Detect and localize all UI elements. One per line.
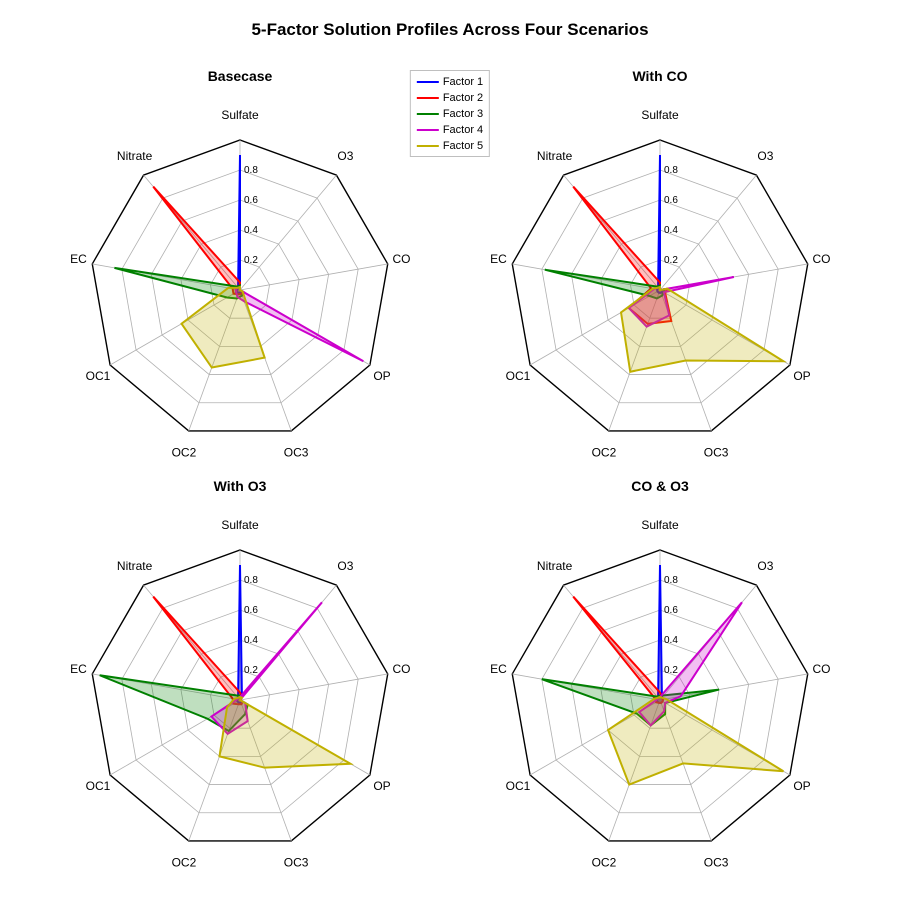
svg-text:0.6: 0.6 — [244, 605, 258, 616]
legend-swatch-3 — [417, 113, 439, 115]
svg-text:OC2: OC2 — [592, 446, 617, 460]
page-title: 5-Factor Solution Profiles Across Four S… — [0, 20, 900, 40]
radar-chart: Sulfate O3 CO OP OC3 OC2 OC1 EC Nitrate 0.2 0.4 0.6… — [450, 80, 870, 480]
svg-text:OP: OP — [373, 369, 390, 383]
legend-label: Factor 4 — [443, 124, 483, 136]
svg-text:0.8: 0.8 — [244, 165, 258, 176]
svg-text:Sulfate: Sulfate — [221, 108, 259, 122]
svg-text:OP: OP — [793, 369, 810, 383]
svg-text:0.6: 0.6 — [664, 195, 678, 206]
svg-text:Sulfate: Sulfate — [641, 108, 679, 122]
radar-panel: With O3SulfateO3COOPOC3OC2OC1ECNitrate0.… — [30, 490, 450, 890]
legend-swatch-4 — [417, 129, 439, 131]
svg-text:OP: OP — [373, 779, 390, 793]
svg-text:O3: O3 — [757, 149, 773, 163]
svg-text:O3: O3 — [337, 559, 353, 573]
legend-swatch-1 — [417, 81, 439, 83]
svg-text:OC2: OC2 — [172, 446, 197, 460]
svg-text:OC3: OC3 — [284, 856, 309, 870]
svg-text:Nitrate: Nitrate — [117, 149, 153, 163]
svg-text:0.4: 0.4 — [244, 635, 258, 646]
svg-text:CO: CO — [393, 252, 411, 266]
radar-chart: Sulfate O3 CO OP OC3 OC2 OC1 EC Nitrate 0.2 0.4 0.6… — [30, 80, 450, 480]
legend: Factor 1 Factor 2 Factor 3 Factor 4 Fact… — [410, 70, 490, 157]
svg-text:0.6: 0.6 — [244, 195, 258, 206]
svg-text:OC3: OC3 — [704, 446, 729, 460]
radar-panel: CO & O3SulfateO3COOPOC3OC2OC1ECNitrate0.… — [450, 490, 870, 890]
svg-text:OC2: OC2 — [592, 856, 617, 870]
legend-swatch-5 — [417, 145, 439, 147]
panel-title: CO & O3 — [450, 478, 870, 494]
legend-item: Factor 1 — [417, 74, 483, 90]
legend-label: Factor 1 — [443, 76, 483, 88]
radar-panel: BasecaseSulfateO3COOPOC3OC2OC1ECNitrate0… — [30, 80, 450, 480]
radar-chart: Sulfate O3 CO OP OC3 OC2 OC1 EC Nitrate 0.2 0.4 0.6… — [450, 490, 870, 890]
svg-text:EC: EC — [490, 662, 507, 676]
svg-text:OC1: OC1 — [506, 369, 531, 383]
svg-text:0.2: 0.2 — [244, 255, 258, 266]
legend-item: Factor 3 — [417, 106, 483, 122]
svg-text:0.8: 0.8 — [664, 575, 678, 586]
svg-text:EC: EC — [70, 252, 87, 266]
svg-text:0.4: 0.4 — [244, 225, 258, 236]
svg-text:OC1: OC1 — [506, 779, 531, 793]
panel-title: Basecase — [30, 68, 450, 84]
legend-item: Factor 5 — [417, 138, 483, 154]
svg-text:CO: CO — [813, 662, 831, 676]
svg-text:CO: CO — [813, 252, 831, 266]
svg-text:0.8: 0.8 — [244, 575, 258, 586]
svg-text:EC: EC — [490, 252, 507, 266]
svg-text:0.2: 0.2 — [244, 665, 258, 676]
svg-text:0.6: 0.6 — [664, 605, 678, 616]
svg-text:Nitrate: Nitrate — [117, 559, 153, 573]
legend-item: Factor 4 — [417, 122, 483, 138]
svg-text:OC3: OC3 — [704, 856, 729, 870]
svg-text:OC3: OC3 — [284, 446, 309, 460]
legend-label: Factor 2 — [443, 92, 483, 104]
svg-text:0.4: 0.4 — [664, 635, 678, 646]
svg-text:Nitrate: Nitrate — [537, 149, 573, 163]
svg-text:0.2: 0.2 — [664, 665, 678, 676]
legend-label: Factor 3 — [443, 108, 483, 120]
radar-panel: With COSulfateO3COOPOC3OC2OC1ECNitrate0.… — [450, 80, 870, 480]
radar-chart: Sulfate O3 CO OP OC3 OC2 OC1 EC Nitrate 0.2 0.4 0.6… — [30, 490, 450, 890]
svg-text:Sulfate: Sulfate — [641, 518, 679, 532]
legend-item: Factor 2 — [417, 90, 483, 106]
legend-label: Factor 5 — [443, 140, 483, 152]
svg-text:CO: CO — [393, 662, 411, 676]
svg-text:OC1: OC1 — [86, 779, 111, 793]
panel-title: With O3 — [30, 478, 450, 494]
svg-text:OC1: OC1 — [86, 369, 111, 383]
panel-title: With CO — [450, 68, 870, 84]
svg-text:0.4: 0.4 — [664, 225, 678, 236]
svg-text:Nitrate: Nitrate — [537, 559, 573, 573]
svg-text:Sulfate: Sulfate — [221, 518, 259, 532]
svg-text:EC: EC — [70, 662, 87, 676]
svg-text:OP: OP — [793, 779, 810, 793]
svg-text:0.2: 0.2 — [664, 255, 678, 266]
svg-text:0.8: 0.8 — [664, 165, 678, 176]
legend-swatch-2 — [417, 97, 439, 99]
svg-text:O3: O3 — [337, 149, 353, 163]
svg-text:OC2: OC2 — [172, 856, 197, 870]
svg-text:O3: O3 — [757, 559, 773, 573]
